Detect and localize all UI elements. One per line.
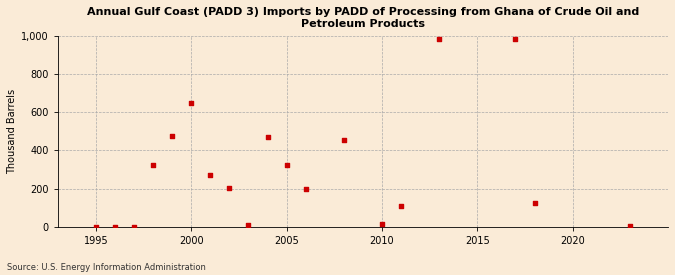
Point	[224, 186, 235, 190]
Point	[510, 36, 521, 41]
Point	[262, 135, 273, 139]
Point	[434, 36, 445, 41]
Point	[624, 224, 635, 228]
Point	[243, 223, 254, 227]
Point	[186, 100, 196, 105]
Point	[338, 138, 349, 142]
Point	[129, 224, 140, 229]
Point	[205, 173, 216, 178]
Title: Annual Gulf Coast (PADD 3) Imports by PADD of Processing from Ghana of Crude Oil: Annual Gulf Coast (PADD 3) Imports by PA…	[87, 7, 639, 29]
Point	[90, 225, 101, 229]
Point	[281, 163, 292, 167]
Point	[148, 163, 159, 167]
Point	[529, 201, 540, 205]
Point	[167, 134, 178, 138]
Text: Source: U.S. Energy Information Administration: Source: U.S. Energy Information Administ…	[7, 263, 206, 272]
Point	[377, 222, 387, 226]
Y-axis label: Thousand Barrels: Thousand Barrels	[7, 89, 17, 174]
Point	[109, 224, 120, 229]
Point	[300, 186, 311, 191]
Point	[396, 204, 406, 208]
